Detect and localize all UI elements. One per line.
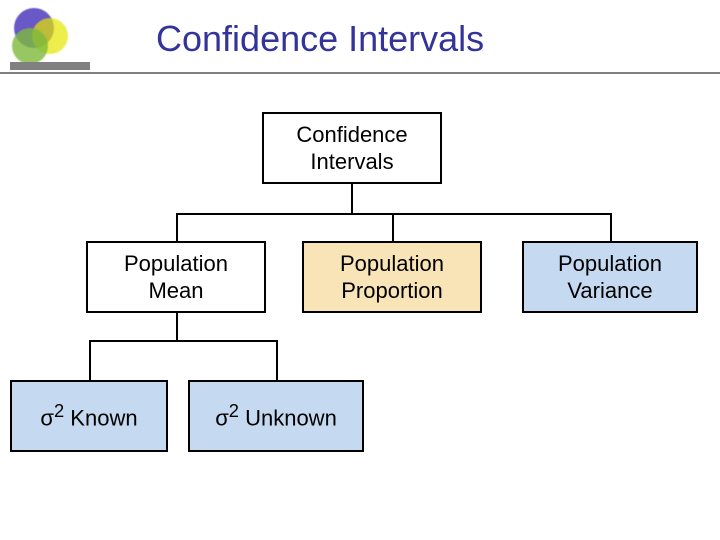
connector [89, 340, 91, 380]
connector [276, 340, 278, 380]
slide-title: Confidence Intervals [156, 18, 484, 60]
node-label: σ2 Known [40, 400, 137, 432]
logo-bar [10, 62, 90, 70]
node-label: PopulationMean [124, 250, 228, 305]
node-population-mean: PopulationMean [86, 241, 266, 313]
node-sigma2-unknown: σ2 Unknown [188, 380, 364, 452]
title-underline [0, 72, 720, 74]
node-label: ConfidenceIntervals [296, 121, 407, 176]
node-confidence-intervals: ConfidenceIntervals [262, 112, 442, 184]
connector [176, 213, 178, 241]
connector [351, 184, 353, 214]
node-sigma2-known: σ2 Known [10, 380, 168, 452]
slide: Confidence Intervals ConfidenceIntervals… [0, 0, 720, 540]
connector [89, 340, 278, 342]
logo-disc [12, 28, 48, 64]
connector [392, 213, 394, 241]
connector [176, 213, 612, 215]
logo-graphic [14, 14, 104, 94]
node-label: PopulationProportion [340, 250, 444, 305]
connector [176, 313, 178, 341]
node-label: PopulationVariance [558, 250, 662, 305]
node-population-variance: PopulationVariance [522, 241, 698, 313]
node-label: σ2 Unknown [215, 400, 337, 432]
connector [610, 213, 612, 241]
node-population-proportion: PopulationProportion [302, 241, 482, 313]
